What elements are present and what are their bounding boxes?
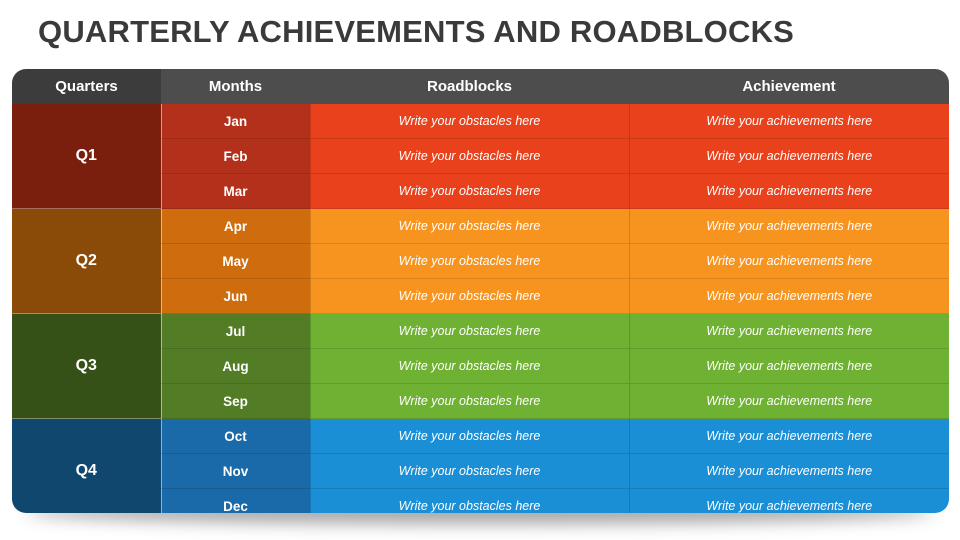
month-cell: Apr [160, 208, 310, 244]
quarter-cell: Q1 [12, 104, 161, 209]
table-row: Sep Write your obstacles here Write your a… [12, 383, 949, 419]
achievement-cell: Write your achievements here [628, 138, 949, 174]
achievement-cell: Write your achievements here [628, 278, 949, 314]
table-row: Q4 Oct Write your obstacles here Write your… [12, 418, 949, 513]
quarterly-table: Quarters Months Roadblocks Achievement Q… [12, 69, 949, 513]
month-cell: May [160, 243, 310, 279]
achievement-cell: Write your achievements here [628, 208, 949, 244]
table-row: Dec Write your obstacles here Write your a… [12, 488, 949, 513]
table-row: May Write your obstacles here Write your a… [12, 243, 949, 279]
table-row: Q2 Apr Write your obstacles here Write your… [12, 208, 949, 314]
quarter-cell: Q4 [12, 418, 161, 513]
month-cell: Jan [160, 104, 310, 139]
achievement-cell: Write your achievements here [628, 243, 949, 279]
roadblock-cell: Write your obstacles here [309, 348, 629, 384]
month-cell: Aug [160, 348, 310, 384]
table-row: Mar Write your obstacles here Write your a… [12, 173, 949, 209]
table-row: Feb Write your obstacles here Write your a… [12, 138, 949, 174]
roadblock-cell: Write your obstacles here [309, 138, 629, 174]
month-cell: Oct [160, 418, 310, 454]
achievement-cell: Write your achievements here [628, 104, 949, 139]
quarterly-table-container: Quarters Months Roadblocks Achievement Q… [12, 69, 949, 513]
quarter-cell: Q3 [12, 313, 161, 419]
roadblock-cell: Write your obstacles here [309, 104, 629, 139]
header-achievement: Achievement [629, 69, 949, 104]
page-title: QUARTERLY ACHIEVEMENTS AND ROADBLOCKS [38, 14, 795, 49]
header-quarters: Quarters [12, 69, 161, 104]
table-row: Q3 Jul Write your obstacles here Write your… [12, 313, 949, 419]
achievement-cell: Write your achievements here [628, 383, 949, 419]
month-cell: Nov [160, 453, 310, 489]
header-months: Months [161, 69, 310, 104]
table-row: Q1 Jan Write your obstacles here Write your… [12, 104, 949, 209]
roadblock-cell: Write your obstacles here [309, 418, 629, 454]
achievement-cell: Write your achievements here [628, 418, 949, 454]
roadblock-cell: Write your obstacles here [309, 453, 629, 489]
roadblock-cell: Write your obstacles here [309, 383, 629, 419]
roadblock-cell: Write your obstacles here [309, 488, 629, 513]
header-roadblocks: Roadblocks [310, 69, 629, 104]
quarter-cell: Q2 [12, 208, 161, 314]
roadblock-cell: Write your obstacles here [309, 173, 629, 209]
achievement-cell: Write your achievements here [628, 173, 949, 209]
roadblock-cell: Write your obstacles here [309, 243, 629, 279]
achievement-cell: Write your achievements here [628, 348, 949, 384]
roadblock-cell: Write your obstacles here [309, 278, 629, 314]
month-cell: Jul [160, 313, 310, 349]
table-row: Jun Write your obstacles here Write your a… [12, 278, 949, 314]
table-body: Q1 Jan Write your obstacles here Write your… [12, 104, 949, 513]
month-cell: Feb [160, 138, 310, 174]
achievement-cell: Write your achievements here [628, 488, 949, 513]
roadblock-cell: Write your obstacles here [309, 208, 629, 244]
header-row: Quarters Months Roadblocks Achievement [12, 69, 949, 104]
table-row: Nov Write your obstacles here Write your a… [12, 453, 949, 489]
achievement-cell: Write your achievements here [628, 453, 949, 489]
month-cell: Sep [160, 383, 310, 419]
month-cell: Mar [160, 173, 310, 209]
achievement-cell: Write your achievements here [628, 313, 949, 349]
roadblock-cell: Write your obstacles here [309, 313, 629, 349]
month-cell: Jun [160, 278, 310, 314]
month-cell: Dec [160, 488, 310, 513]
table-row: Aug Write your obstacles here Write your a… [12, 348, 949, 384]
